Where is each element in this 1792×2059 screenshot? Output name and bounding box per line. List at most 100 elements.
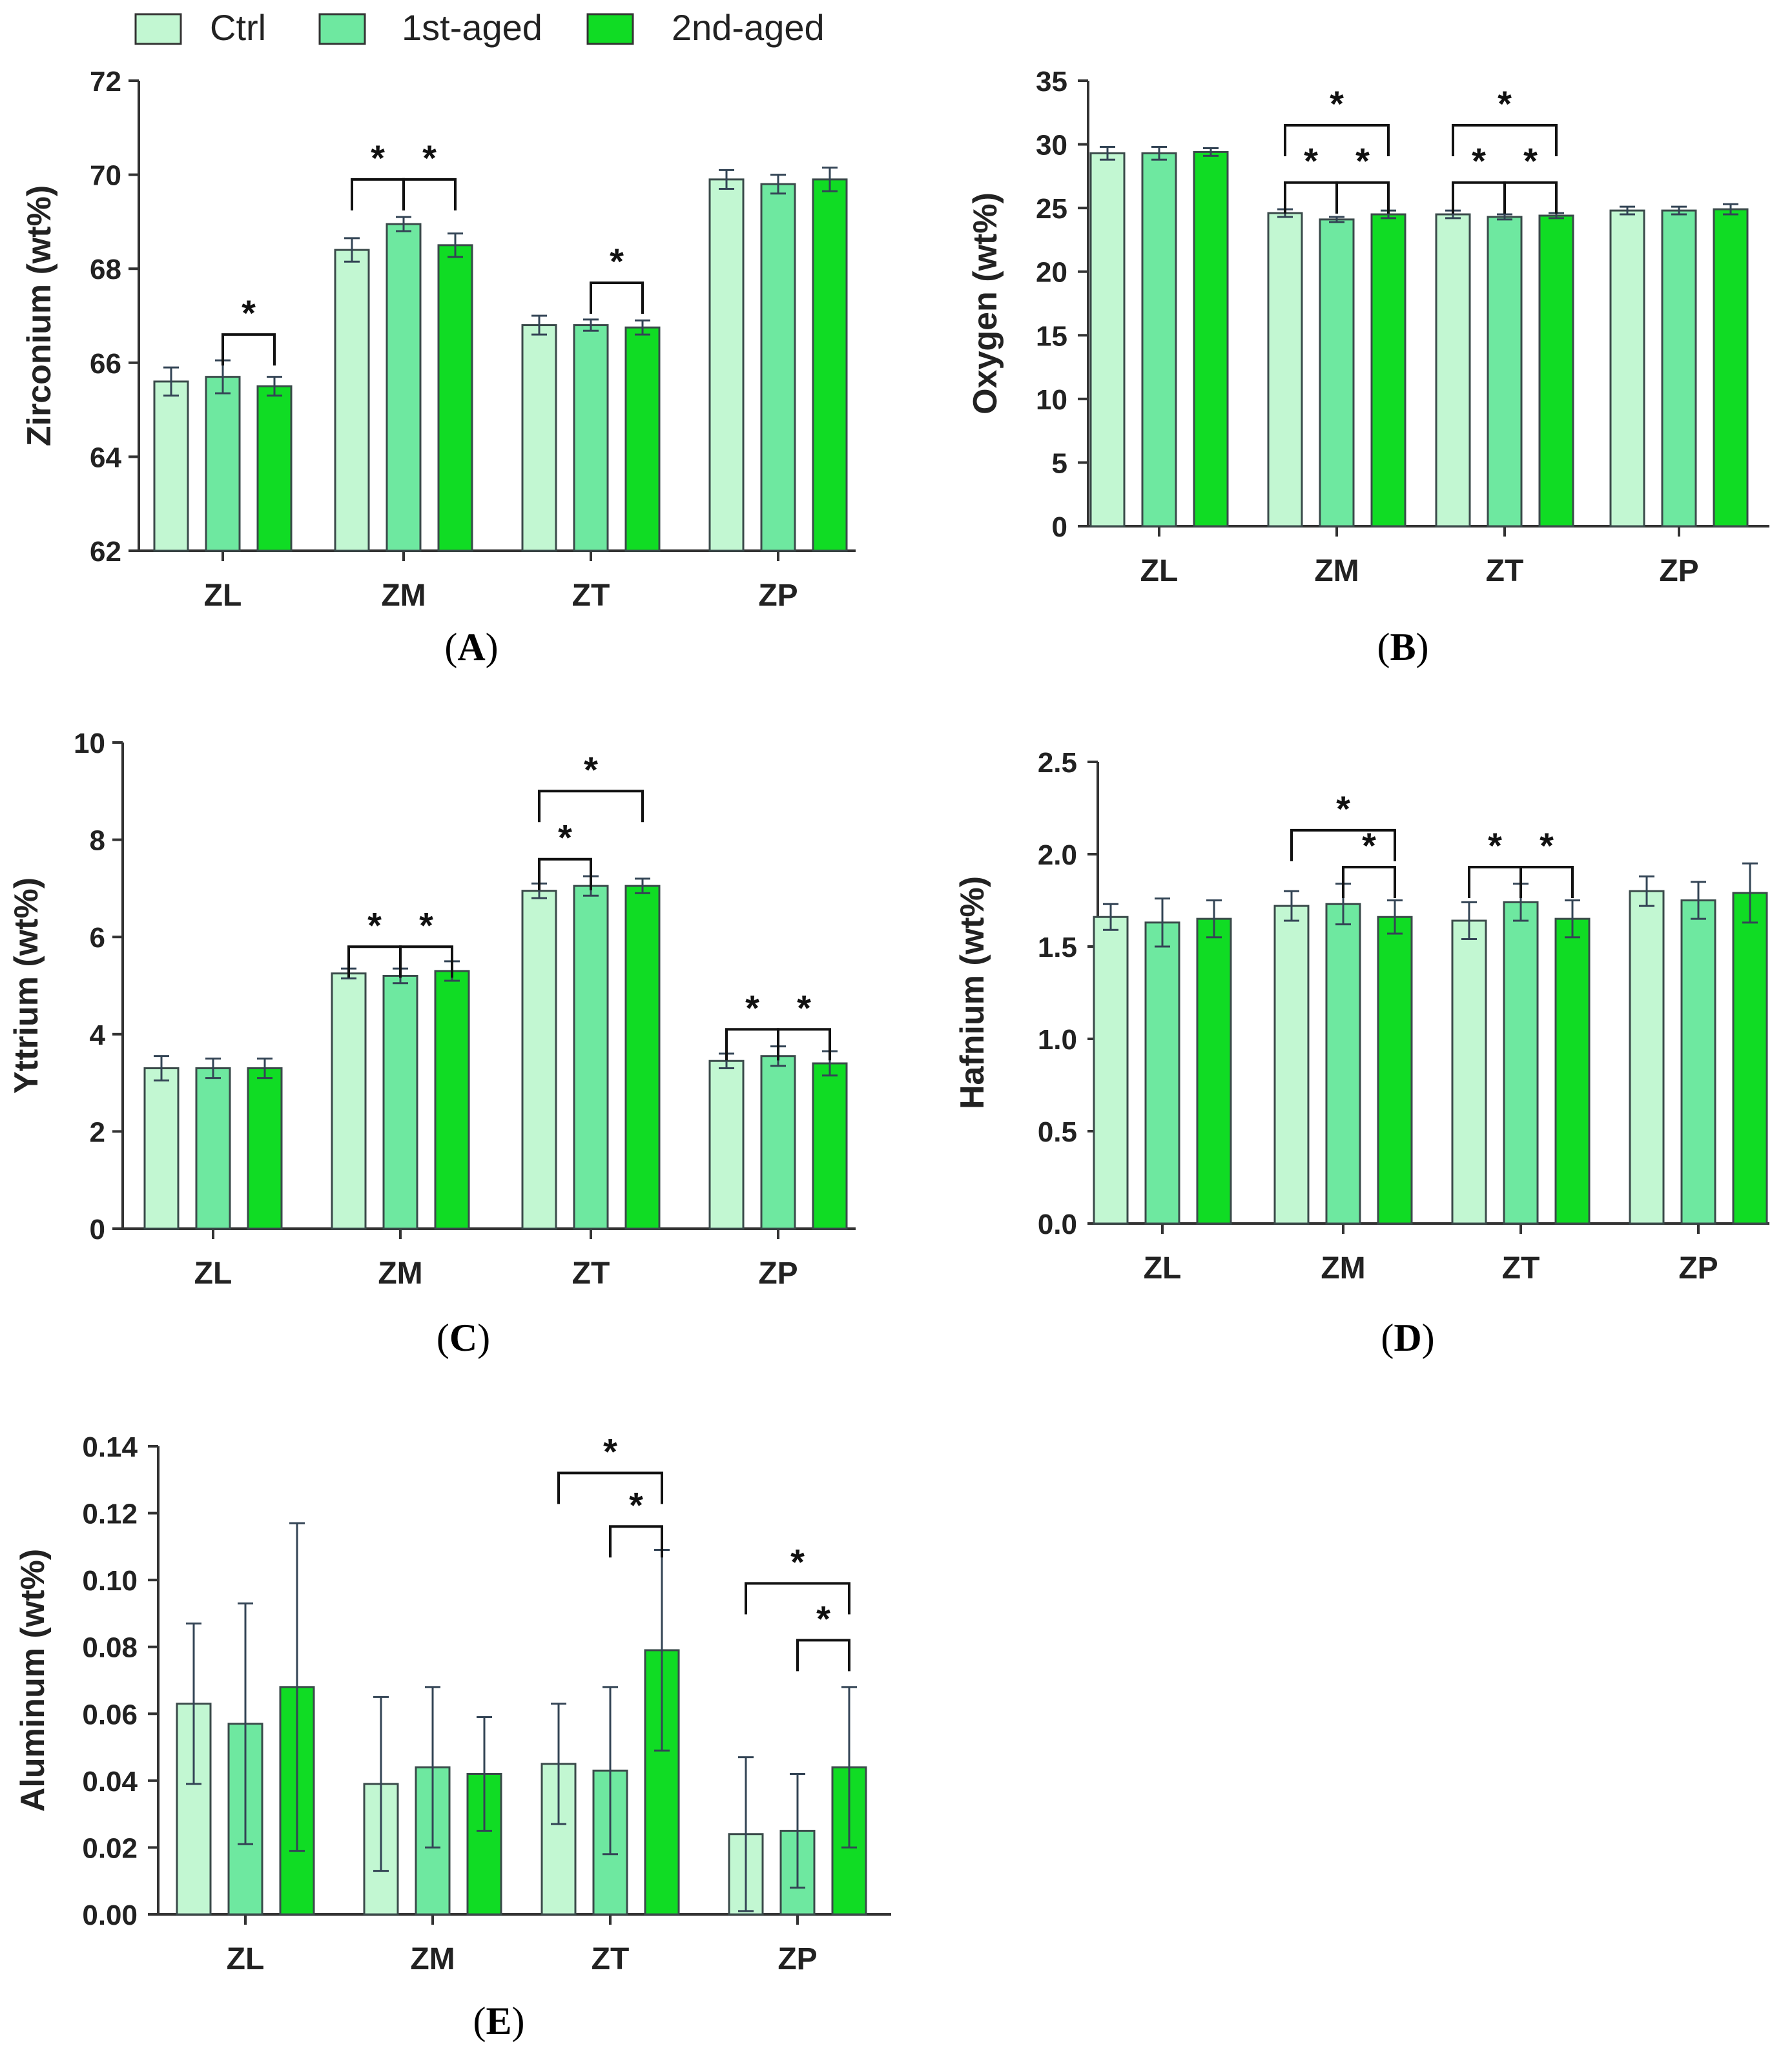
bar-1st-aged-zt bbox=[573, 324, 609, 552]
significance-star: * bbox=[419, 905, 433, 945]
bar-1st-aged-zp bbox=[760, 1055, 796, 1230]
legend: Ctrl 1st-aged 2nd-aged bbox=[134, 7, 825, 48]
significance-star: * bbox=[584, 749, 598, 790]
y-tick-label: 0 bbox=[90, 1214, 105, 1245]
legend-label-ctrl: Ctrl bbox=[210, 7, 266, 48]
y-tick-label: 5 bbox=[1052, 447, 1067, 479]
y-tick-label: 2 bbox=[90, 1116, 105, 1148]
significance-star: * bbox=[1336, 788, 1350, 829]
y-tick-label: 30 bbox=[1036, 130, 1067, 161]
significance-star: * bbox=[610, 241, 624, 282]
significance-star: * bbox=[816, 1598, 830, 1639]
y-tick-label: 0.06 bbox=[82, 1699, 138, 1730]
bar-2nd-aged-zl bbox=[256, 385, 293, 552]
x-tick-label: ZM bbox=[378, 1256, 422, 1291]
chart-panel-b: 0 5 10 15 20 25 30 35 Oxygen (wt%) ZL ZM ZT ZP * * * * * *… bbox=[967, 66, 1769, 668]
significance-star: * bbox=[629, 1484, 643, 1525]
x-tick-label: ZM bbox=[1321, 1251, 1365, 1286]
bar-ctrl-zm bbox=[334, 249, 370, 552]
significance-bracket bbox=[609, 1525, 663, 1558]
x-tick-label: ZP bbox=[758, 579, 798, 613]
chart-panel-e: 0.00 0.02 0.04 0.06 0.08 0.10 0.12 0.14 Aluminum… bbox=[14, 1431, 891, 2042]
y-tick-label: 0 bbox=[1052, 511, 1067, 543]
x-tick-label: ZL bbox=[204, 579, 242, 613]
significance-star: * bbox=[1304, 141, 1318, 181]
y-axis-title: Hafnium (wt%) bbox=[954, 876, 991, 1109]
y-tick-label: 0.02 bbox=[82, 1832, 138, 1864]
y-tick-label: 1.5 bbox=[1038, 932, 1077, 963]
bar-2nd-aged-zp bbox=[1713, 208, 1749, 528]
x-tick-label: ZT bbox=[572, 1256, 610, 1291]
bar-1st-aged-zm bbox=[1319, 218, 1355, 528]
y-tick-label: 35 bbox=[1036, 66, 1067, 97]
significance-bracket bbox=[1468, 866, 1522, 899]
bar-2nd-aged-zp bbox=[812, 1062, 848, 1230]
y-axis-title: Oxygen (wt%) bbox=[967, 192, 1004, 415]
significance-bracket bbox=[221, 333, 276, 366]
significance-bracket bbox=[538, 857, 592, 890]
legend-swatch-ctrl bbox=[134, 13, 182, 45]
significance-bracket bbox=[351, 178, 405, 210]
y-tick-label: 10 bbox=[74, 728, 105, 759]
x-tick-label: ZP bbox=[1678, 1251, 1718, 1286]
bar-2nd-aged-zl bbox=[1193, 150, 1229, 528]
significance-bracket bbox=[1342, 866, 1396, 899]
panel-label: (C) bbox=[437, 1316, 490, 1359]
x-tick-label: ZM bbox=[1314, 554, 1359, 588]
significance-star: * bbox=[242, 292, 256, 333]
bar-1st-aged-zm bbox=[1325, 903, 1361, 1225]
bar-2nd-aged-zl bbox=[247, 1067, 283, 1230]
y-tick-label: 20 bbox=[1036, 257, 1067, 289]
bar-2nd-aged-zm bbox=[1370, 213, 1406, 528]
significance-star: * bbox=[1523, 141, 1538, 181]
significance-bracket bbox=[1284, 124, 1390, 156]
y-tick-label: 15 bbox=[1036, 320, 1067, 352]
bar-1st-aged-zm bbox=[386, 223, 422, 552]
significance-star: * bbox=[558, 817, 572, 858]
y-axis-title: Zirconium (wt%) bbox=[21, 185, 58, 446]
bar-ctrl-zt bbox=[1451, 919, 1487, 1225]
bar-1st-aged-zt bbox=[1487, 216, 1523, 528]
x-tick-label: ZT bbox=[1502, 1251, 1540, 1286]
y-tick-label: 6 bbox=[90, 922, 105, 954]
x-tick-label: ZL bbox=[227, 1942, 265, 1976]
x-tick-label: ZP bbox=[758, 1256, 798, 1291]
x-tick-label: ZM bbox=[410, 1942, 455, 1976]
bar-2nd-aged-zm bbox=[434, 970, 470, 1230]
bar-1st-aged-zp bbox=[1680, 899, 1716, 1225]
panel-label: (A) bbox=[444, 626, 498, 668]
bar-ctrl-zm bbox=[1267, 212, 1303, 528]
bar-1st-aged-zt bbox=[573, 885, 609, 1230]
significance-star: * bbox=[1498, 83, 1512, 124]
bar-2nd-aged-zp bbox=[812, 178, 848, 552]
x-tick-label: ZL bbox=[194, 1256, 232, 1291]
y-tick-label: 1.0 bbox=[1038, 1024, 1077, 1056]
significance-star: * bbox=[371, 138, 385, 178]
legend-label-1st-aged: 1st-aged bbox=[402, 7, 542, 48]
y-tick-label: 72 bbox=[90, 66, 121, 97]
bar-1st-aged-zp bbox=[760, 183, 796, 552]
y-tick-label: 8 bbox=[90, 825, 105, 857]
y-tick-label: 0.10 bbox=[82, 1565, 138, 1597]
significance-bracket bbox=[399, 945, 453, 978]
y-tick-label: 4 bbox=[90, 1019, 106, 1051]
x-tick-label: ZP bbox=[1659, 554, 1698, 588]
significance-star: * bbox=[1362, 825, 1376, 866]
y-axis-title: Aluminum (wt%) bbox=[14, 1549, 52, 1812]
x-tick-label: ZL bbox=[1140, 554, 1179, 588]
bar-ctrl-zp bbox=[1629, 890, 1665, 1225]
x-tick-label: ZT bbox=[572, 579, 610, 613]
significance-star: * bbox=[1330, 83, 1344, 124]
bar-1st-aged-zl bbox=[205, 376, 241, 552]
bar-2nd-aged-zm bbox=[437, 244, 473, 552]
legend-swatch-2nd-aged bbox=[586, 13, 634, 45]
significance-star: * bbox=[1355, 141, 1370, 181]
bar-ctrl-zl bbox=[1089, 152, 1126, 528]
bar-2nd-aged-zt bbox=[624, 326, 661, 552]
y-tick-label: 0.12 bbox=[82, 1499, 138, 1530]
significance-bracket bbox=[557, 1471, 663, 1504]
y-tick-label: 68 bbox=[90, 254, 121, 285]
significance-bracket bbox=[538, 790, 644, 823]
x-tick-label: ZM bbox=[381, 579, 426, 613]
significance-bracket bbox=[1452, 181, 1506, 214]
